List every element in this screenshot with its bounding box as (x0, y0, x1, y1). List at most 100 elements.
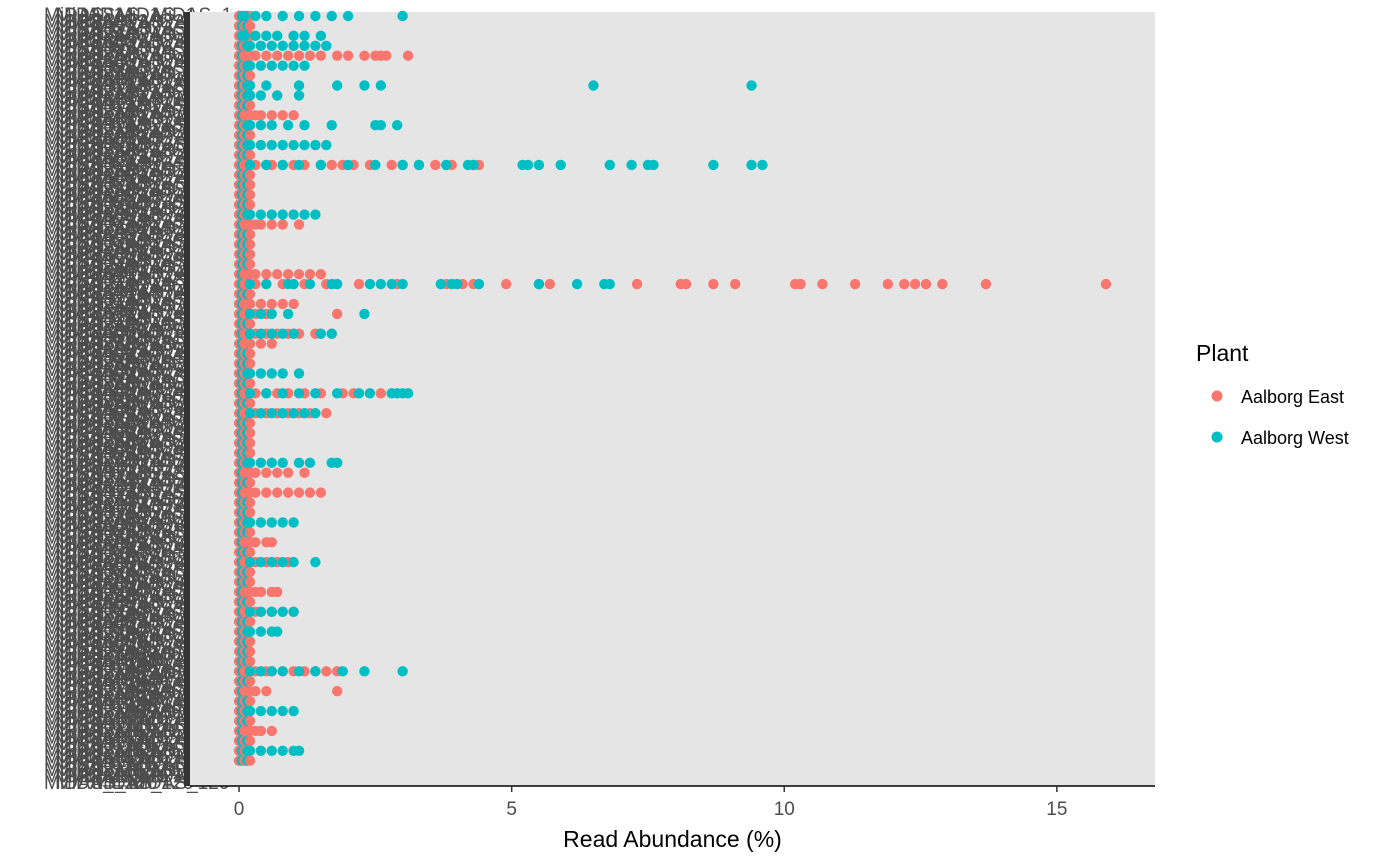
data-point-aalborg-west (277, 328, 288, 339)
y-tick-label: MiDAS_10 (44, 63, 135, 84)
y-tick-label: MiDAS_55 (80, 354, 171, 375)
data-point-aalborg-west (364, 388, 376, 399)
y-tick-label: MiDAS_91 (44, 586, 135, 607)
data-point-aalborg-east (277, 298, 288, 310)
data-point-aalborg-east (266, 110, 277, 121)
data-point-aalborg-west (244, 308, 256, 320)
data-point-aalborg-west (326, 10, 337, 22)
y-tick-label: MiDAS_10 (80, 63, 171, 84)
data-point-aalborg-west (266, 745, 277, 756)
y-tick-label: MiDAS_1 (80, 5, 160, 26)
y-tick-label: MiDAS_101 (44, 650, 145, 671)
data-point-aalborg-east (250, 467, 261, 478)
y-tick-label: MiDAS_56 (44, 360, 135, 381)
data-point-aalborg-west (244, 278, 256, 290)
y-tick-label: MiDAS_52 (44, 334, 135, 355)
data-point-near-zero (244, 437, 256, 449)
y-tick-label: MiDAS_36 (56, 231, 147, 252)
y-tick-label: MiDAS_40 (44, 257, 135, 278)
y-tick-label: MiDAS_107 (44, 689, 145, 710)
data-point-aalborg-west (244, 90, 256, 101)
y-tick-label: MiDAS_9 (92, 57, 172, 78)
y-tick-label: MiDAS_86 (104, 553, 195, 574)
data-points (233, 10, 1112, 766)
y-tick-label: MiDAS_91 (80, 586, 171, 607)
y-tick-label: MiDAS_66 (92, 424, 183, 445)
data-point-aalborg-west (261, 278, 272, 290)
y-tick-label: MiDAS_5 (44, 31, 124, 52)
y-tick-label: MiDAS_35 (68, 225, 159, 246)
data-point-aalborg-west (255, 705, 267, 717)
y-tick-label: MiDAS_88 (80, 566, 171, 587)
data-point-aalborg-west (304, 278, 316, 290)
y-tick-label: MiDAS_44 (68, 283, 159, 304)
y-tick-label: MiDAS_102 (44, 657, 145, 678)
y-tick-label: MiDAS_2 (104, 12, 184, 33)
y-tick-label: MiDAS_119 (56, 766, 156, 787)
y-tick-label: MiDAS_74 (56, 476, 147, 497)
y-tick-label: MiDAS_8 (44, 50, 124, 71)
y-tick-label: MiDAS_5 (104, 31, 184, 52)
y-tick-label: MiDAS_50 (44, 321, 135, 342)
data-point-aalborg-east (430, 159, 441, 171)
y-tick-label: MiDAS_26 (68, 166, 159, 187)
y-tick-label: MiDAS_63 (56, 405, 147, 426)
y-tick-label: MiDAS_12 (92, 76, 183, 97)
y-tick-label: MiDAS_30 (44, 192, 135, 213)
data-point-aalborg-east (293, 50, 305, 61)
y-tick-label: MiDAS_36 (92, 231, 183, 252)
y-tick-label: MiDAS_16 (56, 102, 147, 123)
data-point-aalborg-west (261, 80, 272, 91)
data-point-aalborg-east (708, 278, 719, 290)
data-point-aalborg-west (250, 30, 261, 42)
data-point-aalborg-west (255, 407, 267, 419)
y-tick-label: MiDAS_37 (44, 237, 135, 258)
data-point-aalborg-west (533, 278, 545, 290)
y-tick-label: MiDAS_29 (44, 186, 135, 207)
y-tick-label: MiDAS_120 (44, 773, 145, 794)
data-point-aalborg-west (272, 90, 283, 101)
y-tick-label: MiDAS_19 (56, 121, 147, 142)
y-tick-label: MiDAS_73 (80, 470, 171, 491)
y-tick-label: MiDAS_58 (44, 373, 135, 394)
y-tick-label: MiDAS_116 (44, 747, 144, 768)
y-tick-label: MiDAS_102 (56, 657, 157, 678)
y-tick-label: MiDAS_25 (56, 160, 147, 181)
data-point-aalborg-east (293, 268, 305, 280)
y-tick-label: MiDAS_12 (44, 76, 135, 97)
data-point-near-zero (244, 239, 256, 250)
data-point-near-zero (244, 70, 256, 81)
y-tick-label: MiDAS_65 (104, 418, 195, 439)
y-tick-label: MiDAS_113 (68, 728, 168, 749)
y-tick-label: MiDAS_119 (68, 766, 168, 787)
y-tick-label: MiDAS_23 (68, 147, 159, 168)
y-tick-label: MiDAS_21 (92, 134, 183, 155)
data-point-aalborg-west (293, 457, 305, 469)
legend-label: Aalborg East (1241, 387, 1344, 407)
data-point-aalborg-west (397, 159, 408, 171)
y-tick-label: MiDAS_19 (80, 121, 171, 142)
y-tick-label: MiDAS_110 (104, 708, 204, 729)
y-tick-label: MiDAS_83 (68, 534, 159, 555)
data-point-aalborg-east (882, 278, 894, 290)
data-point-aalborg-east (266, 725, 277, 737)
data-point-aalborg-east (255, 586, 267, 598)
y-tick-label: MiDAS_20 (104, 128, 195, 149)
data-point-aalborg-west (746, 159, 757, 171)
y-tick-label: MiDAS_70 (56, 450, 147, 471)
y-tick-label: MiDAS_31 (44, 199, 135, 220)
data-point-aalborg-west (244, 745, 256, 756)
y-tick-label: MiDAS_13 (56, 83, 147, 104)
y-tick-label: MiDAS_95 (68, 612, 159, 633)
data-point-aalborg-west (397, 666, 408, 677)
y-tick-label: MiDAS_26 (44, 166, 135, 187)
data-point-aalborg-east (304, 50, 316, 61)
data-point-near-zero (244, 497, 256, 508)
data-point-aalborg-west (277, 517, 288, 528)
y-tick-label: MiDAS_15 (56, 96, 147, 117)
y-tick-label: MiDAS_51 (56, 328, 147, 349)
y-tick-label: MiDAS_24 (56, 154, 147, 175)
data-point-aalborg-west (244, 80, 256, 91)
data-point-aalborg-west (310, 556, 321, 568)
y-tick-label: MiDAS_104 (68, 670, 170, 691)
